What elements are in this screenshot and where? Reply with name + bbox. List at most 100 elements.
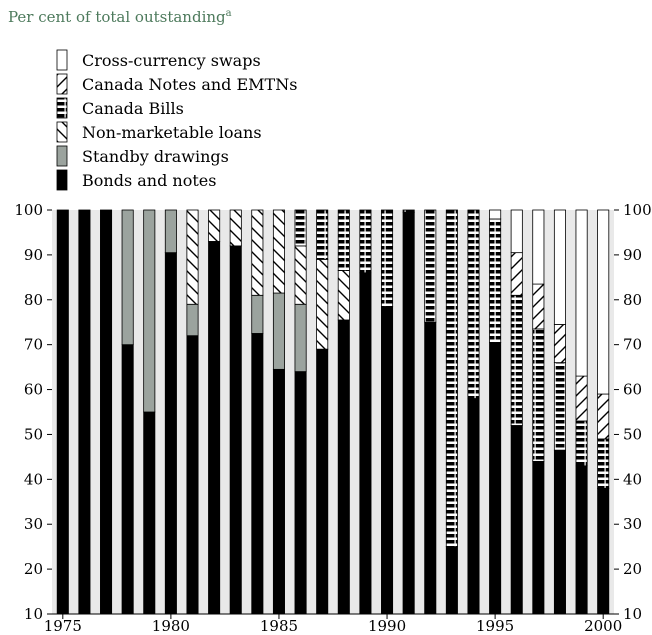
y-tick-label-right-30: 30 — [623, 515, 642, 533]
bar-segment-bonds-and-notes-1978 — [121, 344, 134, 615]
bar-segment-canada-bills-1996 — [510, 294, 523, 426]
legend-label-cross-currency-swaps: Cross-currency swaps — [82, 51, 261, 70]
legend-swatch-non-marketable-loans — [56, 121, 68, 143]
bar-segment-standby-drawings-1980 — [164, 209, 177, 254]
y-tick-label-right-100: 100 — [623, 201, 652, 219]
bar-segment-non-marketable-loans-1981 — [186, 209, 199, 305]
y-tick-label-left-80: 80 — [24, 291, 43, 309]
bar-segment-cross-currency-swaps-2000 — [597, 209, 610, 395]
bar-segment-cross-currency-swaps-1997 — [532, 209, 545, 285]
bar-segment-bonds-and-notes-1992 — [424, 321, 437, 615]
legend-swatch-cross-currency-swaps — [56, 49, 68, 71]
bar-segment-canada-notes-and-emtns-1996 — [510, 252, 523, 296]
bar-segment-bonds-and-notes-1997 — [532, 460, 545, 615]
bar-segment-bonds-and-notes-1980 — [164, 252, 177, 615]
bar-segment-cross-currency-swaps-1996 — [510, 209, 523, 254]
y-tick-label-right-90: 90 — [623, 246, 642, 264]
bar-segment-bonds-and-notes-1993 — [445, 546, 458, 615]
bar-segment-standby-drawings-1981 — [186, 303, 199, 337]
bar-segment-non-marketable-loans-1985 — [272, 209, 285, 294]
bar-segment-canada-bills-1988 — [337, 209, 350, 271]
bar-segment-canada-notes-and-emtns-1997 — [532, 283, 545, 330]
bar-segment-non-marketable-loans-1983 — [229, 209, 242, 247]
bar-segment-standby-drawings-1978 — [121, 209, 134, 346]
bar-segment-canada-bills-1998 — [553, 362, 566, 451]
bar-segment-bonds-and-notes-2000 — [597, 487, 610, 615]
bar-segment-canada-notes-and-emtns-2000 — [597, 393, 610, 440]
plot-background — [52, 210, 614, 614]
x-tick-label-1985: 1985 — [260, 617, 298, 635]
y-tick-label-right-50: 50 — [623, 425, 642, 443]
bar-segment-standby-drawings-1985 — [272, 292, 285, 370]
bar-segment-bonds-and-notes-1983 — [229, 245, 242, 615]
bar-segment-canada-bills-1997 — [532, 328, 545, 462]
bars-layer — [56, 209, 610, 615]
bar-segment-bonds-and-notes-1988 — [337, 319, 350, 615]
legend-label-bonds-and-notes: Bonds and notes — [82, 171, 216, 190]
bar-segment-canada-bills-2000 — [597, 438, 610, 489]
bar-segment-cross-currency-swaps-1995 — [489, 209, 502, 220]
bar-segment-canada-bills-1986 — [294, 209, 307, 247]
bar-segment-non-marketable-loans-1986 — [294, 245, 307, 305]
bar-segment-bonds-and-notes-1999 — [575, 465, 588, 615]
bar-segment-canada-bills-1990 — [381, 209, 394, 307]
bar-segment-canada-bills-1999 — [575, 420, 588, 467]
subtitle-footnote-marker: a — [225, 8, 232, 19]
bar-segment-non-marketable-loans-1988 — [337, 270, 350, 321]
legend-swatch-canada-bills — [56, 97, 68, 119]
bar-segment-canada-bills-1987 — [316, 209, 329, 260]
bar-segment-cross-currency-swaps-1998 — [553, 209, 566, 325]
y-tick-label-right-70: 70 — [623, 336, 642, 354]
bar-segment-canada-bills-1989 — [359, 209, 372, 274]
bar-segment-bonds-and-notes-1991 — [402, 211, 415, 615]
y-tick-label-left-50: 50 — [24, 425, 43, 443]
axes-layer: 10 10 20 20 30 30 40 40 50 50 60 60 70 70 80 80 90 90 100 1… — [14, 201, 651, 635]
y-tick-label-left-30: 30 — [24, 515, 43, 533]
legend-label-non-marketable-loans: Non-marketable loans — [82, 123, 262, 142]
y-tick-label-left-10: 10 — [24, 605, 43, 623]
bar-segment-bonds-and-notes-1981 — [186, 335, 199, 615]
y-tick-label-left-100: 100 — [14, 201, 43, 219]
bar-segment-standby-drawings-1984 — [251, 294, 264, 334]
bar-segment-bonds-and-notes-1979 — [143, 411, 156, 615]
y-tick-label-left-90: 90 — [24, 246, 43, 264]
bar-segment-bonds-and-notes-1986 — [294, 371, 307, 615]
bar-segment-bonds-and-notes-1976 — [78, 209, 91, 615]
x-tick-label-1990: 1990 — [368, 617, 406, 635]
bar-segment-canada-notes-and-emtns-1998 — [553, 324, 566, 364]
bar-segment-non-marketable-loans-1984 — [251, 209, 264, 296]
bar-segment-bonds-and-notes-1975 — [56, 209, 69, 615]
bar-segment-bonds-and-notes-1996 — [510, 425, 523, 615]
x-tick-label-2000: 2000 — [584, 617, 622, 635]
bar-segment-standby-drawings-1979 — [143, 209, 156, 413]
bar-segment-non-marketable-loans-1982 — [208, 209, 221, 242]
subtitle-text: Per cent of total outstanding — [8, 8, 226, 26]
bar-segment-bonds-and-notes-1990 — [381, 306, 394, 615]
y-tick-label-right-40: 40 — [623, 470, 642, 488]
bar-segment-non-marketable-loans-1987 — [316, 258, 329, 350]
bar-segment-bonds-and-notes-1995 — [489, 342, 502, 615]
legend-swatch-canada-notes-and-emtns — [56, 73, 68, 95]
bar-segment-canada-bills-1995 — [489, 218, 502, 343]
legend-label-canada-notes-and-emtns: Canada Notes and EMTNs — [82, 75, 297, 94]
bar-segment-bonds-and-notes-1987 — [316, 348, 329, 615]
legend-swatch-bonds-and-notes — [56, 169, 68, 191]
chart-subtitle: Per cent of total outstandinga — [8, 8, 232, 26]
bar-segment-bonds-and-notes-1982 — [208, 241, 221, 615]
chart-legend: Cross-currency swaps Canada Notes and EMT… — [56, 49, 297, 191]
bar-segment-canada-bills-1993 — [445, 209, 458, 548]
y-tick-label-left-70: 70 — [24, 336, 43, 354]
y-tick-label-left-20: 20 — [24, 560, 43, 578]
x-tick-label-1995: 1995 — [476, 617, 514, 635]
bar-segment-bonds-and-notes-1984 — [251, 333, 264, 615]
bar-segment-bonds-and-notes-1998 — [553, 449, 566, 615]
y-tick-label-left-40: 40 — [24, 470, 43, 488]
bar-segment-cross-currency-swaps-1999 — [575, 209, 588, 377]
y-tick-label-right-20: 20 — [623, 560, 642, 578]
y-tick-label-left-60: 60 — [24, 381, 43, 399]
y-tick-label-right-60: 60 — [623, 381, 642, 399]
bar-segment-canada-bills-1994 — [467, 209, 480, 399]
y-tick-label-right-10: 10 — [623, 605, 642, 623]
bar-segment-bonds-and-notes-1977 — [100, 209, 113, 615]
